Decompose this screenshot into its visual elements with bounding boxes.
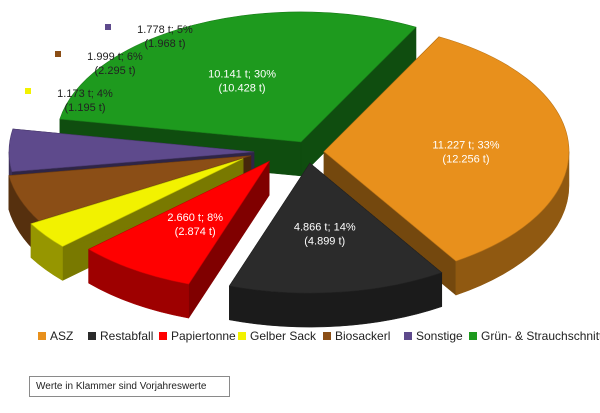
legend-label-biosackerl: Biosackerl [335,329,390,343]
slice-restabfall [228,162,443,328]
legend-swatch-restabfall [88,332,96,340]
callout-marker-gelber-sack [25,88,31,94]
legend-item-restabfall: Restabfall [88,329,153,343]
callout-marker-biosackerl [55,51,61,57]
legend-label-gelber-sack: Gelber Sack [250,329,317,343]
legend-label-restabfall: Restabfall [100,329,153,343]
callout-marker-sonstige [105,24,111,30]
slices-layer [8,11,570,328]
legend-item-sonstige: Sonstige [404,329,463,343]
slice-prev-label-asz: (12.256 t) [442,154,489,166]
slice-value-label-gr-n-strauchschnitt: 10.141 t; 30% [208,69,276,81]
slice-value-label-gelber-sack: 1.173 t; 4% [57,88,113,100]
slice-prev-label-restabfall: (4.899 t) [304,235,345,247]
note-box: Werte in Klammer sind Vorjahreswerte [29,376,230,397]
slice-value-label-biosackerl: 1.999 t; 6% [87,51,143,63]
slice-papiertonne [88,160,271,319]
slice-value-label-sonstige: 1.778 t; 5% [137,24,193,36]
legend-swatch-biosackerl [323,332,331,340]
slice-prev-label-papiertonne: (2.874 t) [175,226,216,238]
note-text: Werte in Klammer sind Vorjahreswerte [36,381,207,392]
legend-item-gr-n-strauchschnitt: Grün- & Strauchschnitt [469,329,600,343]
legend-label-sonstige: Sonstige [416,329,463,343]
legend-item-gelber-sack: Gelber Sack [238,329,317,343]
legend-label-papiertonne: Papiertonne [171,329,236,343]
slice-value-label-asz: 11.227 t; 33% [432,140,499,152]
legend-swatch-sonstige [404,332,412,340]
legend-label-gr-n-strauchschnitt: Grün- & Strauchschnitt [481,329,600,343]
legend-label-asz: ASZ [50,329,73,343]
slice-value-label-papiertonne: 2.660 t; 8% [167,212,223,224]
legend-swatch-asz [38,332,46,340]
legend-item-biosackerl: Biosackerl [323,329,390,343]
slice-value-label-restabfall: 4.866 t; 14% [294,221,356,233]
legend-swatch-papiertonne [159,332,167,340]
slice-prev-label-sonstige: (1.968 t) [145,38,186,50]
legend-item-asz: ASZ [38,329,73,343]
labels-layer: 11.227 t; 33% (12.256 t) 4.866 t; 14% (4.89… [25,24,500,247]
slice-prev-label-gr-n-strauchschnitt: (10.428 t) [219,83,266,95]
slice-prev-label-gelber-sack: (1.195 t) [65,102,106,114]
legend: ASZ Restabfall Papiertonne Gelber Sack Biosa… [38,329,600,343]
legend-swatch-gelber-sack [238,332,246,340]
slice-prev-label-biosackerl: (2.295 t) [95,65,136,77]
legend-swatch-gr-n-strauchschnitt [469,332,477,340]
legend-item-papiertonne: Papiertonne [159,329,236,343]
